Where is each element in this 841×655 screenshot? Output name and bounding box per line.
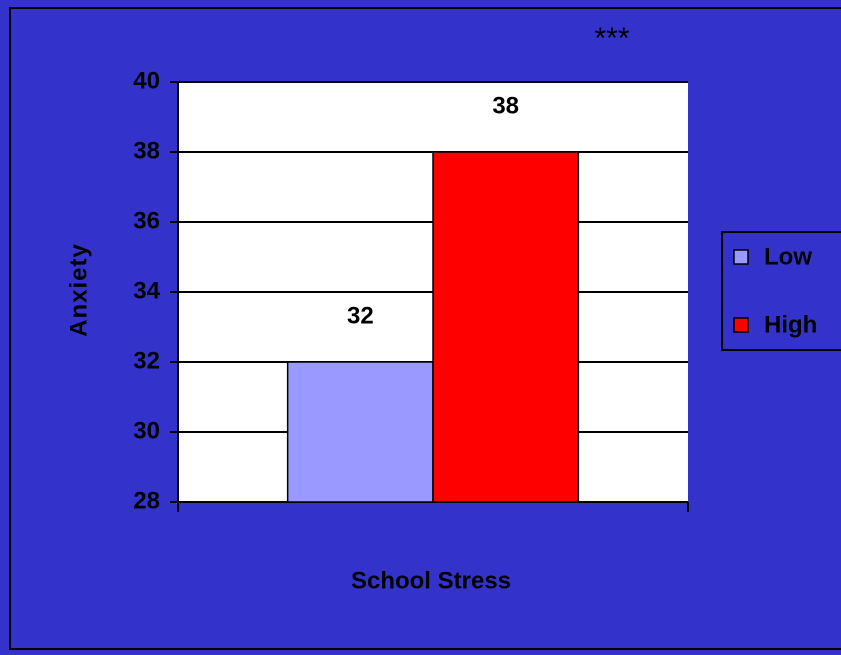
y-tick-label: 38 [133, 137, 160, 164]
x-axis-label: School Stress [351, 567, 511, 594]
legend-label: High [764, 311, 817, 338]
y-axis-label: Anxiety [65, 243, 92, 337]
y-tick-label: 36 [133, 207, 160, 234]
y-tick-label: 40 [133, 67, 160, 94]
bar [286, 361, 434, 503]
y-tick-label: 34 [133, 277, 160, 304]
chart-title: *** [594, 22, 629, 55]
data-label: 32 [347, 302, 374, 329]
data-label: 38 [492, 92, 519, 119]
bar [432, 151, 580, 503]
y-tick-label: 32 [133, 347, 160, 374]
legend-swatch [733, 317, 749, 333]
legend-label: Low [764, 243, 812, 270]
legend-swatch [733, 249, 749, 265]
y-tick-label: 30 [133, 417, 160, 444]
y-tick-label: 28 [133, 487, 160, 514]
